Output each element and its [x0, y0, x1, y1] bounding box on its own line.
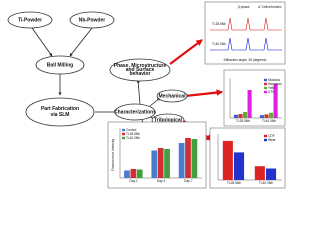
bar — [259, 115, 264, 118]
bar — [164, 149, 170, 178]
x-tick-label: Day 7 — [184, 179, 193, 183]
legend-label: Yield — [268, 86, 275, 90]
x-tick-label: Ti-28.5Nb — [227, 181, 241, 185]
node-label: Nb-Powder — [79, 17, 105, 23]
bar — [185, 138, 191, 178]
bar — [243, 112, 248, 118]
x-tick-label: Day 1 — [130, 179, 139, 183]
legend-swatch — [122, 128, 125, 132]
node-shape — [156, 89, 188, 103]
bar — [266, 168, 277, 180]
node-shape — [25, 97, 95, 127]
legend-swatch — [264, 138, 267, 142]
bar — [222, 140, 233, 180]
legend-swatch — [264, 78, 267, 82]
node-label: Mechanical — [159, 93, 187, 99]
xrd-legend: α''-Orthorhombic — [258, 5, 282, 9]
node-shape — [69, 11, 115, 29]
node-shape — [109, 58, 171, 82]
bar — [247, 90, 252, 118]
xrd-legend: β-phase — [238, 5, 250, 9]
node-label: Tribological — [154, 117, 183, 123]
bar — [273, 84, 278, 118]
legend-label: Wear — [268, 138, 276, 142]
x-tick-label: Ti-40.0Nb — [262, 119, 276, 123]
node-label: Part Fabrication via SLM — [41, 106, 79, 118]
x-tick-label: Day 4 — [157, 179, 166, 183]
legend-label: Modulus — [268, 78, 280, 82]
node-shape — [7, 11, 53, 29]
y-axis-label: Fluorescence Intensity — [111, 139, 115, 171]
xrd-pattern — [210, 17, 282, 31]
xrd-series-label: Ti-40.0Nb — [212, 42, 226, 46]
x-tick-label: Ti-28.5Nb — [236, 119, 250, 123]
bar — [151, 150, 158, 178]
bar — [136, 169, 143, 178]
legend-label: Ti-28.5Nb — [126, 132, 140, 136]
bar — [269, 112, 274, 118]
legend-swatch — [122, 132, 125, 136]
x-tick-label: Ti-40.0Nb — [259, 181, 273, 185]
xrd-frame — [204, 1, 286, 65]
insets: β-phase α''-OrthorhombicTi-28.5NbTi-40.0N… — [107, 1, 286, 189]
node-label: Characterizations — [114, 109, 156, 115]
node-label: Phase, Microstructure and Surface behavior — [114, 63, 167, 77]
legend-label: Hardness — [268, 82, 282, 86]
xrd-series-label: Ti-28.5Nb — [212, 22, 226, 26]
x-axis-label: Diffraction angle, 2θ (degrees) — [224, 58, 267, 62]
node-label: Ti-Powder — [18, 17, 42, 23]
bar — [234, 152, 245, 180]
node-shape — [114, 103, 156, 121]
legend-label: COF — [268, 134, 275, 138]
bar — [124, 170, 130, 178]
bar — [233, 114, 238, 118]
legend-swatch — [264, 134, 267, 138]
legend-label: Ti-40.0Nb — [126, 136, 140, 140]
bar — [157, 148, 164, 178]
legend-swatch — [264, 86, 267, 90]
legend-label: Control — [126, 128, 137, 132]
bar — [254, 166, 265, 180]
xrd-pattern — [210, 37, 282, 51]
legend-swatch — [122, 136, 125, 140]
bar — [238, 114, 243, 118]
node-label: Ball Milling — [47, 62, 73, 68]
graphical-abstract: Ti-Powder Nb-Powder Ball Milling Part Fabri… — [7, 1, 286, 189]
legend-label: UTS — [268, 90, 274, 94]
bar — [178, 143, 185, 178]
legend-swatch — [264, 90, 267, 94]
connectors — [31, 27, 161, 143]
node-shape — [35, 55, 85, 75]
bar — [130, 169, 137, 178]
legend-swatch — [264, 82, 267, 86]
bar — [191, 139, 198, 178]
bar — [264, 114, 269, 118]
